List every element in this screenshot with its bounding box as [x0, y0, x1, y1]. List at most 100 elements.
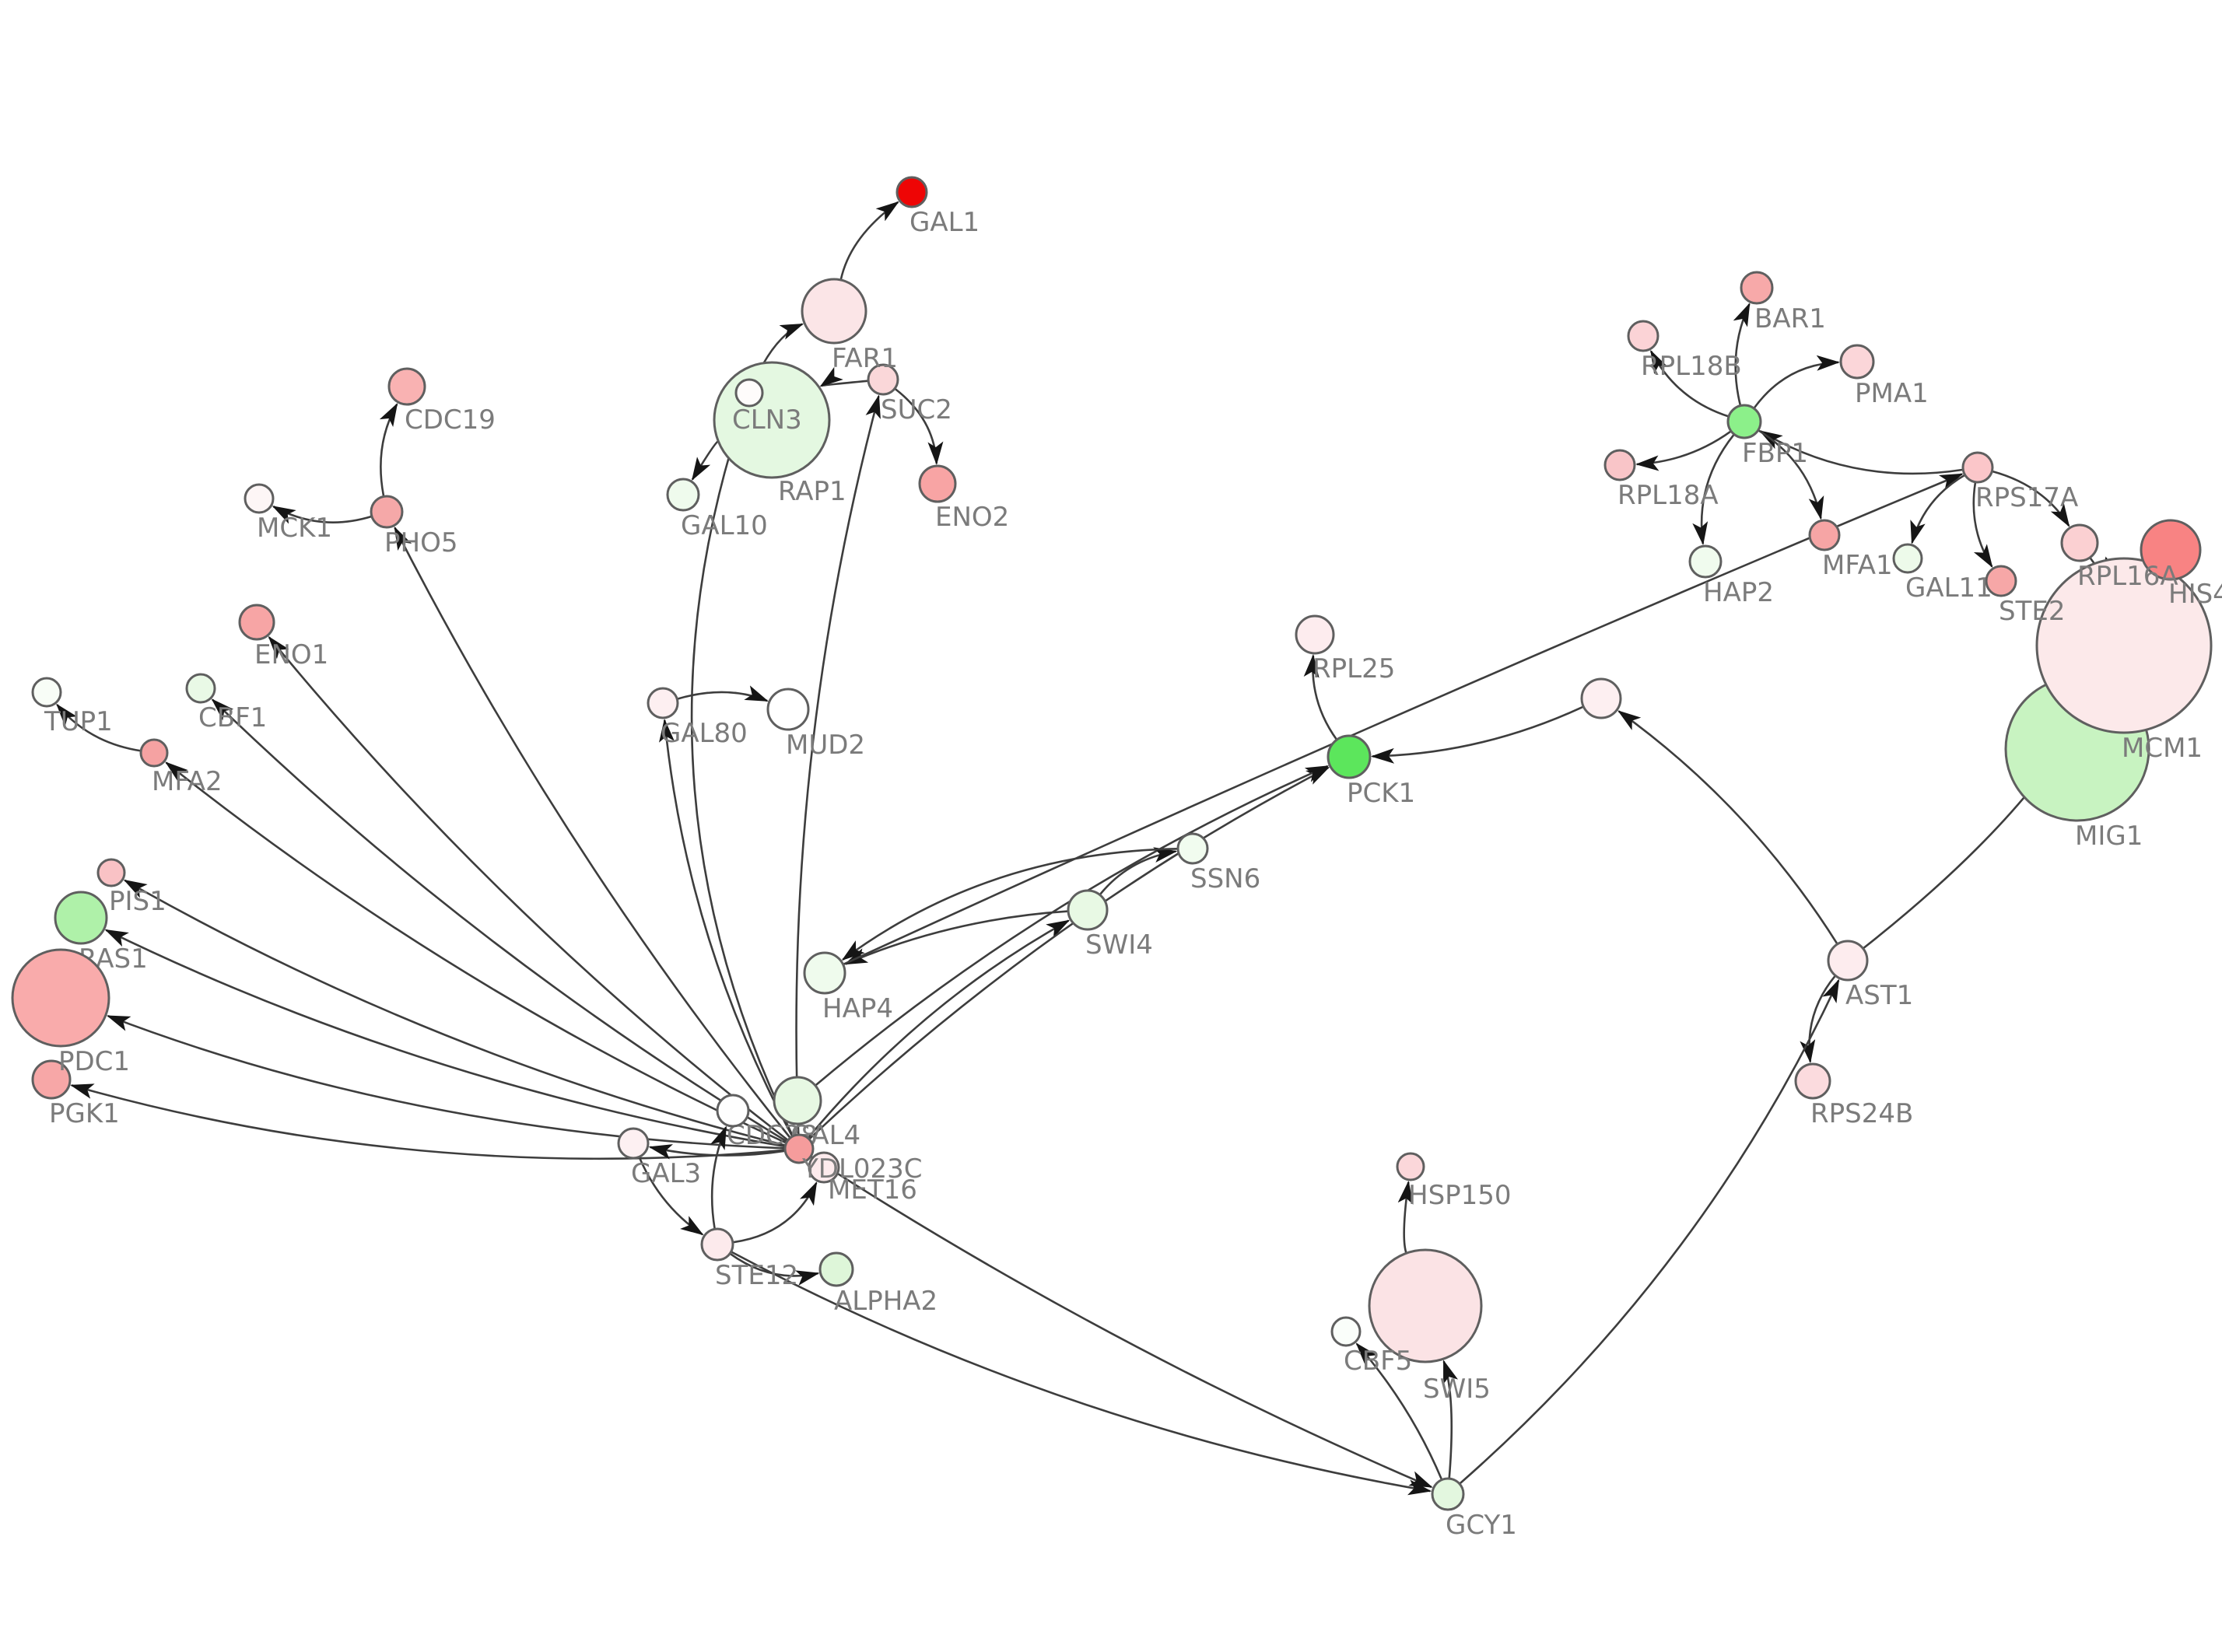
edge-GCY1-SWI5[interactable]: [1442, 1360, 1459, 1479]
edge-RAP1-GAL10[interactable]: [691, 439, 719, 481]
node-SWI4[interactable]: [1067, 889, 1109, 931]
edge-FBP1-PMA1[interactable]: [1753, 355, 1840, 409]
edge-SUC2-RAP1[interactable]: [819, 366, 869, 387]
node-TUP1[interactable]: [31, 677, 62, 708]
node-unlabeled[interactable]: [1580, 677, 1622, 719]
node-GCY1[interactable]: [1431, 1477, 1465, 1511]
node-SSN6[interactable]: [1176, 832, 1209, 865]
edge-FBP1-MFA1[interactable]: [1758, 429, 1824, 520]
edge-YDL023C-SUC2[interactable]: [795, 394, 881, 1136]
edge-YDL023C-GAL80[interactable]: [659, 718, 794, 1137]
edge-YDL023C-RAS1[interactable]: [104, 929, 786, 1148]
edge-FBP1-RPL18A[interactable]: [1635, 430, 1732, 471]
node-RPL16A[interactable]: [2060, 523, 2099, 562]
edge-SWI5-HSP150[interactable]: [1397, 1180, 1414, 1254]
edge-RPS17A-RPL16A[interactable]: [1991, 470, 2070, 527]
edge-GAL3-STE12[interactable]: [638, 1156, 704, 1236]
edge-HAP4-RPS17A[interactable]: [843, 473, 1964, 966]
node-RPS17A[interactable]: [1961, 451, 1994, 484]
edge-AST1-UNLABELED[interactable]: [1617, 710, 1838, 945]
edge-YDL023C-SWI4[interactable]: [807, 919, 1071, 1139]
edge-RPS17A-FBP1[interactable]: [1758, 430, 1964, 475]
edge-GCY1-AST1[interactable]: [1459, 978, 1840, 1485]
node-RPL18B[interactable]: [1627, 320, 1659, 352]
node-RPS24B[interactable]: [1794, 1062, 1831, 1100]
edge-SUC2-ENO2[interactable]: [894, 387, 944, 465]
edge-PCK1-RPL25[interactable]: [1303, 653, 1338, 740]
edge-GAL80-MUD2[interactable]: [676, 685, 769, 702]
node-MCK1[interactable]: [244, 483, 275, 514]
edge-FBP1-RPL18B[interactable]: [1649, 349, 1730, 418]
node-MUD2[interactable]: [766, 688, 810, 731]
edge-YDL023C-GCY1[interactable]: [810, 1155, 1433, 1489]
edge-RPS17A-STE2[interactable]: [1972, 481, 1993, 569]
node-HIS4[interactable]: [2140, 519, 2202, 581]
node-ENO2[interactable]: [918, 464, 957, 503]
edge-GCY1-CBF5[interactable]: [1355, 1342, 1443, 1481]
node-CBF1[interactable]: [185, 673, 216, 704]
node-PMA1[interactable]: [1839, 344, 1875, 380]
node-MCM1[interactable]: [2035, 557, 2213, 734]
edge-YDL023C-ENO1[interactable]: [268, 635, 789, 1142]
node-FBP1[interactable]: [1726, 404, 1762, 439]
node-RAS1[interactable]: [54, 891, 108, 945]
node-PDC1[interactable]: [11, 948, 110, 1048]
edge-PHO5-MCK1[interactable]: [272, 506, 373, 524]
node-RPL25[interactable]: [1295, 614, 1335, 655]
node-FAR1[interactable]: [801, 278, 867, 345]
edge-YDL023C-PGK1[interactable]: [70, 1083, 786, 1160]
edge-GAL4-PCK1[interactable]: [815, 765, 1330, 1087]
node-PGK1[interactable]: [31, 1059, 72, 1100]
node-PCK1[interactable]: [1327, 734, 1372, 779]
edge-UNLABELED-PCK1[interactable]: [1371, 705, 1584, 764]
edge-YDL023C-PCK1[interactable]: [808, 766, 1330, 1140]
edge-YDL023C-MFA2[interactable]: [165, 761, 787, 1144]
node-ENO1[interactable]: [238, 604, 275, 641]
node-CBF5[interactable]: [1330, 1316, 1362, 1347]
node-GAL10[interactable]: [666, 478, 700, 512]
node-CDC28[interactable]: [716, 1094, 750, 1128]
edge-FAR1-GAL1[interactable]: [839, 201, 899, 281]
edge-SSN6-HAP4[interactable]: [841, 848, 1179, 961]
edge-STE12-CDC28[interactable]: [710, 1125, 727, 1230]
node-RPL18A[interactable]: [1603, 449, 1636, 481]
node-HAP4[interactable]: [803, 951, 846, 995]
node-PHO5[interactable]: [370, 495, 404, 529]
node-SUC2[interactable]: [867, 363, 899, 396]
edge-YDL023C-PIS1[interactable]: [123, 879, 786, 1146]
edge-YDL023C-CLN3[interactable]: [690, 406, 794, 1137]
edge-YDL023C-CBF1[interactable]: [211, 698, 788, 1143]
edge-AST1-RPS24B[interactable]: [1800, 975, 1837, 1064]
node-SWI5[interactable]: [1368, 1248, 1483, 1363]
edge-FBP1-BAR1[interactable]: [1733, 303, 1751, 406]
node-CDC19[interactable]: [387, 367, 426, 406]
edge-STE12-ALPHA2[interactable]: [729, 1252, 820, 1286]
node-CLN3[interactable]: [734, 378, 764, 408]
node-MET16[interactable]: [808, 1151, 840, 1184]
edge-STE12-GCY1[interactable]: [731, 1251, 1432, 1496]
node-PIS1[interactable]: [96, 858, 126, 887]
node-AST1[interactable]: [1827, 940, 1869, 982]
node-ALPHA2[interactable]: [818, 1251, 854, 1287]
edge-RPS17A-GAL11[interactable]: [1910, 474, 1966, 544]
node-BAR1[interactable]: [1740, 271, 1774, 305]
node-HSP150[interactable]: [1396, 1152, 1425, 1181]
node-GAL3[interactable]: [617, 1127, 650, 1160]
edge-STE12-MET16[interactable]: [732, 1181, 818, 1244]
edge-SWI4-HAP4[interactable]: [843, 910, 1069, 965]
node-HAP2[interactable]: [1688, 544, 1723, 579]
node-MFA2[interactable]: [139, 738, 169, 768]
edge-SWI4-SSN6[interactable]: [1099, 847, 1178, 896]
edge-MFA2-TUP1[interactable]: [56, 703, 142, 752]
node-MFA1[interactable]: [1808, 519, 1841, 551]
node-STE2[interactable]: [1985, 565, 2017, 597]
node-GAL80[interactable]: [647, 687, 679, 719]
edge-YDL023C-PHO5[interactable]: [394, 526, 791, 1139]
node-GAL1[interactable]: [895, 176, 928, 208]
edge-PHO5-CDC19[interactable]: [379, 402, 398, 497]
node-YDL023C[interactable]: [783, 1133, 815, 1164]
node-GAL11[interactable]: [1892, 543, 1923, 574]
edge-FBP1-HAP2[interactable]: [1692, 433, 1735, 546]
node-GAL4[interactable]: [773, 1076, 822, 1125]
edge-YDL023C-PDC1[interactable]: [106, 1014, 786, 1150]
